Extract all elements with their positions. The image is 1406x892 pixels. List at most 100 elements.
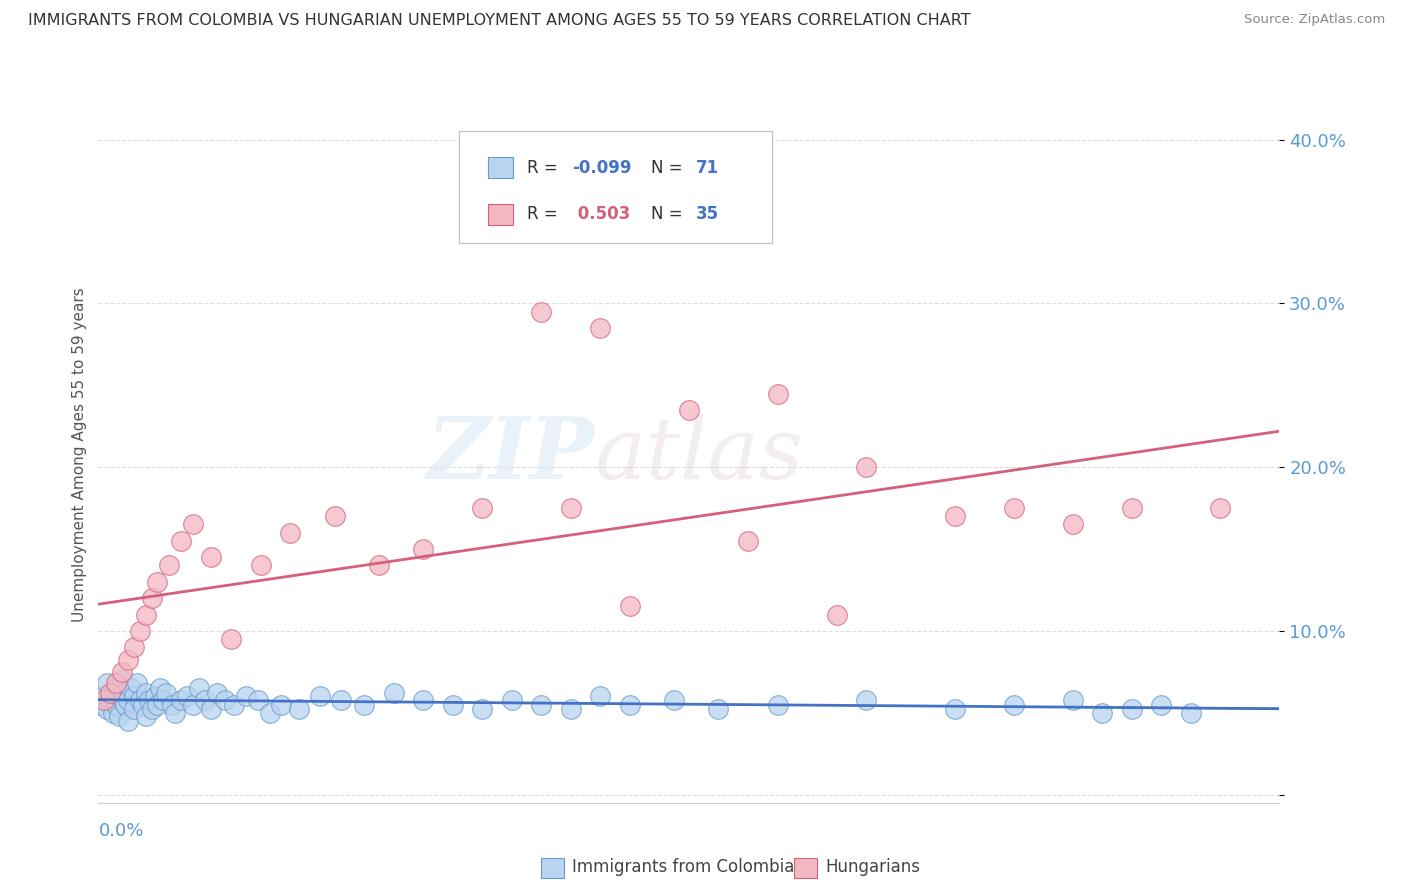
Point <box>105 676 128 690</box>
Point <box>165 706 187 720</box>
Point <box>943 702 966 716</box>
Point <box>471 501 494 516</box>
Point <box>1180 706 1202 720</box>
Text: IMMIGRANTS FROM COLOMBIA VS HUNGARIAN UNEMPLOYMENT AMONG AGES 55 TO 59 YEARS COR: IMMIGRANTS FROM COLOMBIA VS HUNGARIAN UN… <box>28 13 970 29</box>
Point <box>560 702 582 716</box>
Point <box>108 690 131 704</box>
Point <box>93 690 115 704</box>
Point <box>96 676 118 690</box>
Point <box>1209 501 1232 516</box>
Point <box>176 690 198 704</box>
Point <box>855 460 877 475</box>
Point <box>259 706 281 720</box>
Point <box>530 698 553 712</box>
Point <box>1121 501 1143 516</box>
Point <box>122 690 145 704</box>
Point <box>589 321 612 335</box>
Point <box>117 653 139 667</box>
Text: N =: N = <box>651 159 688 177</box>
Point <box>1002 501 1025 516</box>
Point <box>93 692 115 706</box>
Point <box>250 558 273 573</box>
FancyBboxPatch shape <box>488 157 513 178</box>
Text: 0.503: 0.503 <box>572 205 630 223</box>
Point <box>205 686 228 700</box>
Point <box>90 698 112 712</box>
Point <box>707 702 730 716</box>
Point <box>98 686 121 700</box>
Point <box>235 690 257 704</box>
Point <box>530 304 553 318</box>
Point <box>98 692 121 706</box>
Point <box>128 692 150 706</box>
Text: N =: N = <box>651 205 688 223</box>
Text: 35: 35 <box>696 205 718 223</box>
Point <box>737 533 759 548</box>
Point <box>619 698 641 712</box>
Point <box>678 403 700 417</box>
Point <box>1062 692 1084 706</box>
Point <box>181 698 204 712</box>
Point <box>162 698 183 712</box>
Point <box>329 692 352 706</box>
Point <box>170 533 193 548</box>
Point <box>152 692 174 706</box>
Point <box>114 686 136 700</box>
Point <box>138 692 160 706</box>
Point <box>1062 517 1084 532</box>
Point <box>224 698 246 712</box>
Point <box>619 599 641 614</box>
Point <box>105 698 128 712</box>
Point <box>120 681 142 696</box>
Point <box>132 698 155 712</box>
Point <box>122 640 145 655</box>
Point <box>441 698 464 712</box>
Text: R =: R = <box>527 205 564 223</box>
Point <box>766 386 789 401</box>
Point <box>125 676 148 690</box>
Point <box>1121 702 1143 716</box>
Point <box>141 702 163 716</box>
Point <box>200 702 222 716</box>
Point <box>288 702 311 716</box>
Point <box>155 686 177 700</box>
Point <box>146 698 169 712</box>
Point <box>114 698 136 712</box>
Point <box>111 665 134 679</box>
Point <box>108 709 131 723</box>
Text: R =: R = <box>527 159 564 177</box>
Point <box>664 692 686 706</box>
Text: -0.099: -0.099 <box>572 159 631 177</box>
Point <box>170 692 193 706</box>
Point <box>105 681 128 696</box>
Point <box>187 681 209 696</box>
Point <box>219 632 242 646</box>
FancyBboxPatch shape <box>488 204 513 225</box>
Point <box>270 698 292 712</box>
Point <box>560 501 582 516</box>
Point <box>589 690 612 704</box>
Point <box>96 702 118 716</box>
Text: atlas: atlas <box>595 414 804 496</box>
Point <box>501 692 523 706</box>
Point <box>135 607 157 622</box>
Point <box>855 692 877 706</box>
Point <box>181 517 204 532</box>
Point <box>111 692 134 706</box>
Point <box>122 702 145 716</box>
Point <box>412 542 434 557</box>
Point <box>157 558 180 573</box>
Y-axis label: Unemployment Among Ages 55 to 59 years: Unemployment Among Ages 55 to 59 years <box>72 287 87 623</box>
Point <box>194 692 217 706</box>
Point <box>1091 706 1114 720</box>
Point <box>135 709 157 723</box>
Text: Immigrants from Colombia: Immigrants from Colombia <box>572 858 794 876</box>
Point <box>1002 698 1025 712</box>
Point <box>943 509 966 524</box>
Point <box>141 591 163 606</box>
Point <box>103 686 125 700</box>
Point <box>471 702 494 716</box>
Point <box>323 509 346 524</box>
Text: 0.0%: 0.0% <box>98 822 143 840</box>
Point <box>368 558 391 573</box>
